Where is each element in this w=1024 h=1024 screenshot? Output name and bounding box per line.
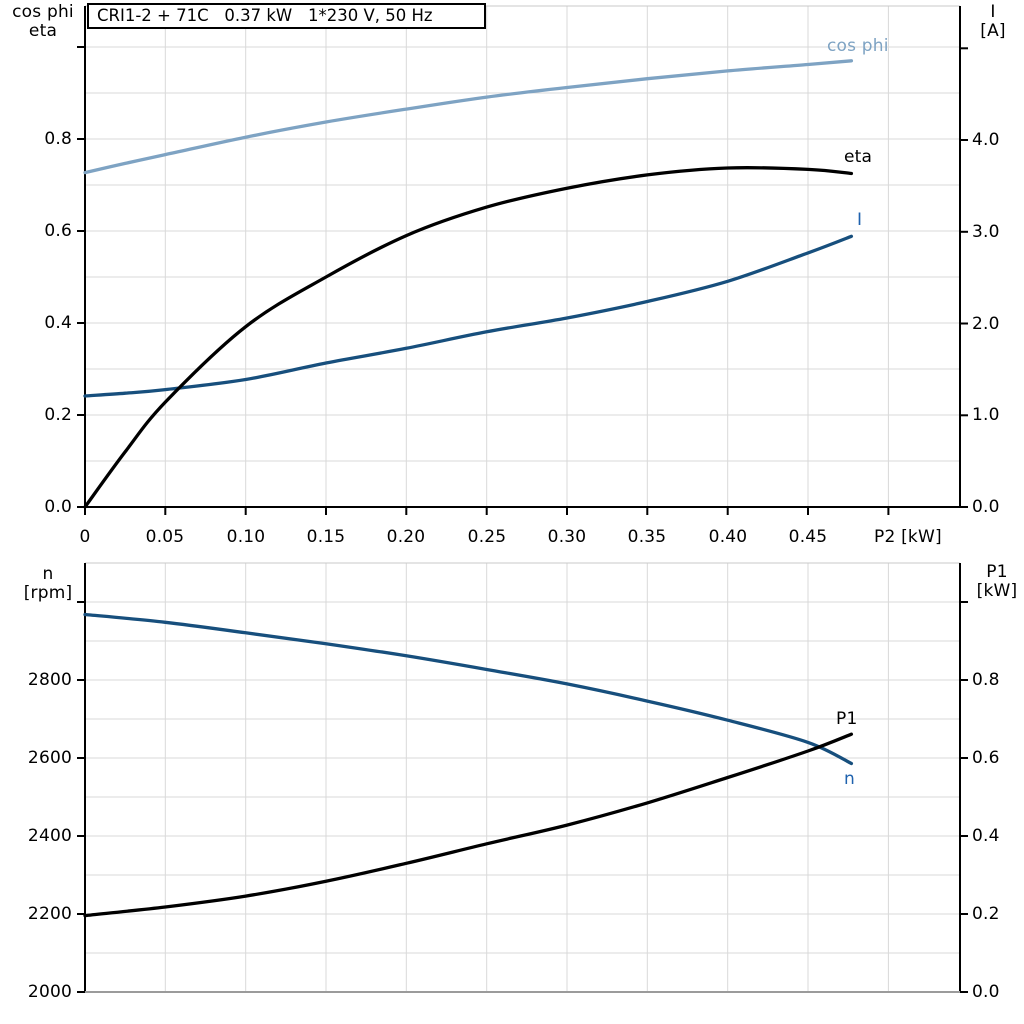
y-left-tick-label: 0.0 (44, 497, 72, 517)
axis-title-current: I (990, 2, 996, 22)
x-tick-label: 0.05 (145, 527, 185, 547)
x-tick-label: 0.40 (708, 527, 748, 547)
y-left-tick-label: 2800 (27, 670, 72, 690)
y-right-tick-label: 3.0 (972, 222, 1000, 242)
curve-n (83, 612, 854, 766)
curve-label-p1: P1 (836, 709, 858, 729)
x-tick-label: 0.10 (226, 527, 266, 547)
curve-label-cos-phi: cos phi (827, 36, 889, 56)
curve-label-i: I (857, 210, 863, 230)
y-right-tick-label: 0.6 (972, 748, 1000, 768)
y-left-tick-label: 2600 (27, 748, 72, 768)
y-left-tick-label: 0.4 (44, 313, 72, 333)
top-right-axis-title: I [A] (962, 3, 1024, 41)
y-right-tick-label: 0.8 (972, 670, 1000, 690)
curve-label-n: n (844, 769, 855, 789)
bottom-right-axis-title: P1 [kW] (961, 563, 1024, 601)
y-left-tick-label: 2000 (27, 982, 72, 1002)
top-left-axis-title: cos phi eta (2, 3, 84, 41)
curve-eta (83, 166, 854, 509)
bottom-left-axis-title: n [rpm] (8, 565, 88, 603)
y-right-tick-label: 2.0 (972, 314, 1000, 334)
y-right-tick-label: 0.4 (972, 826, 1000, 846)
axis-title-speed: n (42, 564, 54, 584)
y-right-tick-label: 1.0 (972, 405, 1000, 425)
y-right-tick-label: 4.0 (972, 130, 1000, 150)
y-left-tick-label: 0.6 (44, 221, 72, 241)
curve-i (83, 234, 854, 398)
x-tick-label: 0.35 (627, 527, 667, 547)
y-right-tick-label: 0.0 (972, 497, 1000, 517)
x-tick-label: 0.25 (467, 527, 507, 547)
x-tick-label: 0.30 (547, 527, 587, 547)
curve-label-eta: eta (844, 147, 873, 167)
y-right-tick-label: 0.2 (972, 904, 1000, 924)
y-left-tick-label: 2400 (27, 826, 72, 846)
y-left-tick-label: 0.8 (44, 129, 72, 149)
x-tick-label: 0 (79, 527, 91, 547)
curve-p1 (83, 732, 854, 918)
axis-title-p1-unit: [kW] (976, 581, 1018, 601)
axis-title-p1: P1 (986, 562, 1008, 582)
axis-title-current-unit: [A] (980, 21, 1006, 41)
x-tick-label: 0.20 (386, 527, 426, 547)
y-left-tick-label: 0.2 (44, 405, 72, 425)
axis-title-speed-unit: [rpm] (23, 583, 73, 603)
curve-cos-phi (83, 59, 854, 175)
x-axis-title: P2 [kW] (874, 527, 942, 547)
axis-title-eta: eta (28, 21, 58, 41)
y-right-tick-label: 0.0 (972, 982, 1000, 1002)
x-tick-label: 0.45 (788, 527, 828, 547)
chart-title-box: CRI1-2 + 71C 0.37 kW 1*230 V, 50 Hz (87, 3, 486, 29)
x-tick-label: 0.15 (306, 527, 346, 547)
axis-title-cos-phi: cos phi (12, 2, 74, 22)
y-left-tick-label: 2200 (27, 904, 72, 924)
